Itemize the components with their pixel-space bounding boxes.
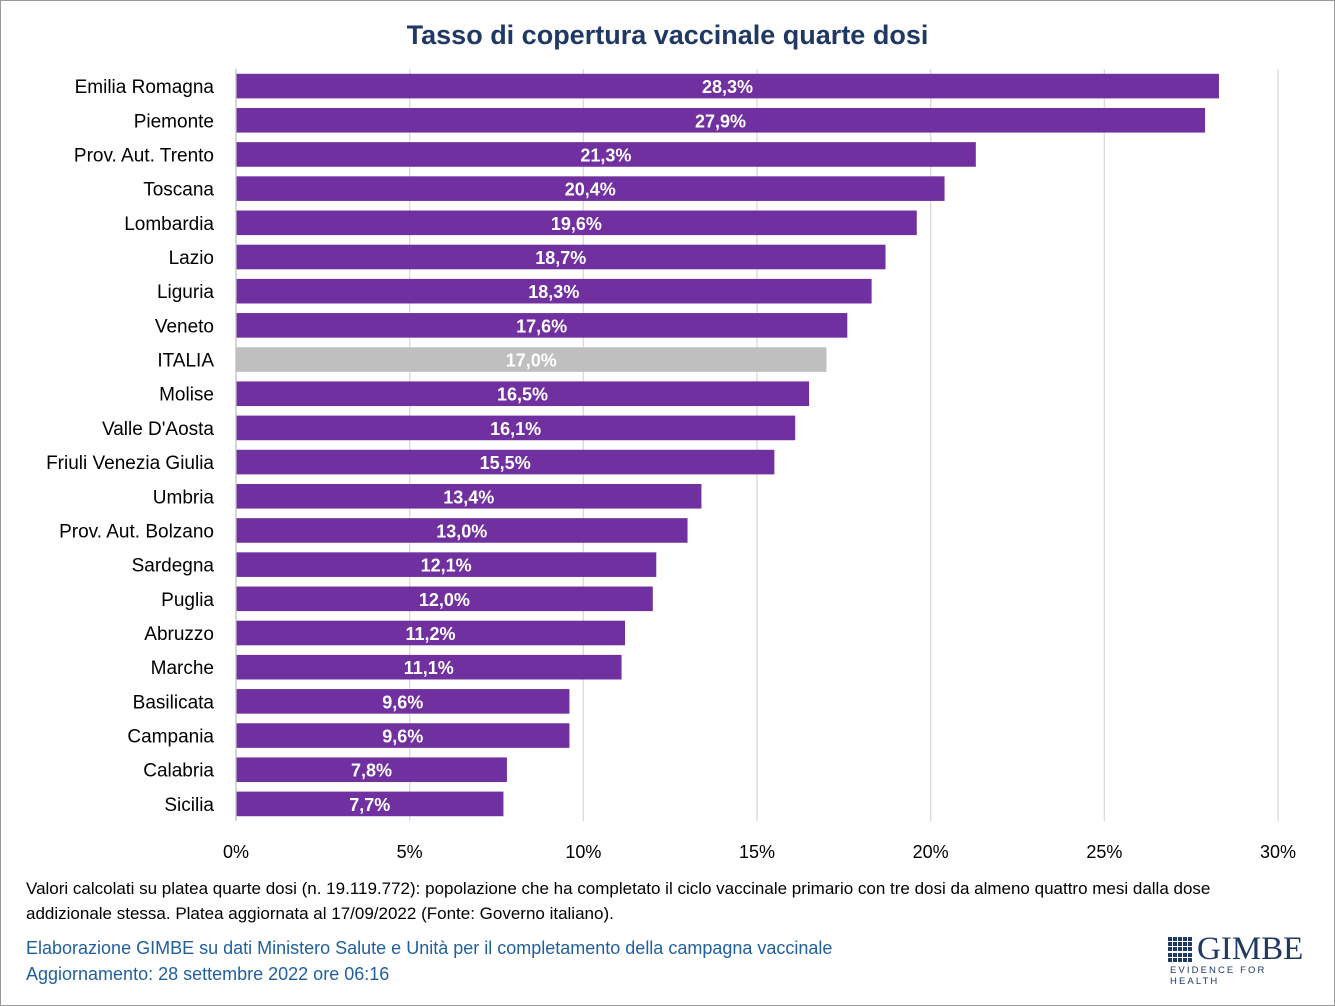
data-label: 9,6% — [382, 727, 423, 747]
category-label: ITALIA — [157, 351, 214, 372]
data-label: 7,8% — [351, 761, 392, 781]
footnote: Valori calcolati su platea quarte dosi (… — [26, 879, 1211, 923]
bar — [236, 107, 1206, 133]
data-label: 12,0% — [419, 590, 470, 610]
logo-tagline: EVIDENCE FOR HEALTH — [1170, 965, 1267, 987]
bar — [236, 278, 872, 304]
logo-grid-icon — [1168, 937, 1193, 962]
category-label: Lombardia — [124, 214, 214, 235]
bar — [236, 654, 622, 680]
category-label: Calabria — [143, 761, 214, 782]
data-label: 20,4% — [565, 180, 616, 200]
category-label: Prov. Aut. Trento — [74, 145, 214, 166]
category-label: Friuli Venezia Giulia — [46, 453, 214, 474]
bar — [236, 142, 976, 167]
bar — [236, 244, 886, 270]
bar — [236, 449, 775, 475]
credit-line-update: Aggiornamento: 28 settembre 2022 ore 06:… — [26, 964, 390, 984]
category-label: Liguria — [157, 282, 214, 303]
bar — [236, 176, 945, 201]
data-label: 19,6% — [551, 214, 602, 234]
bar — [236, 313, 848, 338]
data-label: 13,4% — [443, 487, 494, 507]
chart-title: Tasso di copertura vaccinale quarte dosi — [406, 20, 929, 50]
category-label: Emilia Romagna — [75, 77, 215, 98]
x-tick-label: 15% — [739, 842, 775, 862]
category-label: Sicilia — [164, 795, 214, 816]
x-tick-label: 25% — [1086, 842, 1122, 862]
logo-wordmark: GIMBE — [1197, 931, 1304, 967]
category-label: Campania — [127, 727, 214, 748]
bar — [236, 483, 702, 509]
data-label: 18,7% — [535, 248, 586, 268]
bar — [236, 415, 796, 441]
x-tick-label: 5% — [397, 842, 423, 862]
category-label: Valle D'Aosta — [102, 419, 214, 440]
gimbe-logo: GIMBE EVIDENCE FOR HEALTH — [1168, 931, 1310, 987]
bar — [236, 518, 688, 543]
data-label: 7,7% — [349, 795, 390, 815]
bar — [236, 689, 570, 714]
category-label: Sardegna — [132, 556, 215, 577]
data-label: 11,2% — [405, 624, 455, 644]
category-label: Toscana — [143, 180, 214, 201]
bar — [236, 791, 504, 817]
data-label: 16,1% — [490, 419, 541, 439]
category-label: Prov. Aut. Bolzano — [59, 521, 214, 542]
bar — [236, 757, 507, 783]
category-label: Abruzzo — [144, 624, 214, 645]
category-label: Puglia — [161, 590, 214, 611]
bar — [236, 552, 657, 577]
credit-line-source: Elaborazione GIMBE su dati Ministero Sal… — [26, 938, 833, 958]
data-label: 16,5% — [497, 385, 548, 405]
data-label: 12,1% — [421, 556, 472, 576]
bar — [236, 723, 570, 748]
category-label: Umbria — [153, 487, 215, 508]
data-label: 17,0% — [506, 351, 557, 371]
data-label: 15,5% — [480, 453, 531, 473]
category-label: Lazio — [169, 248, 214, 269]
x-tick-label: 20% — [913, 842, 949, 862]
bar — [236, 210, 917, 236]
data-label: 13,0% — [436, 521, 487, 541]
x-tick-label: 10% — [565, 842, 601, 862]
category-label: Marche — [151, 658, 214, 679]
category-label: Basilicata — [133, 692, 215, 713]
data-label: 11,1% — [404, 658, 454, 678]
bar — [236, 381, 810, 407]
data-label: 27,9% — [695, 111, 746, 131]
category-label: Molise — [159, 385, 214, 406]
bar — [236, 586, 653, 612]
data-label: 21,3% — [580, 145, 631, 165]
category-label: Veneto — [155, 316, 214, 337]
bar — [236, 73, 1219, 99]
x-tick-label: 0% — [223, 842, 249, 862]
x-tick-label: 30% — [1260, 842, 1296, 862]
data-label: 17,6% — [516, 316, 567, 336]
data-label: 18,3% — [528, 282, 579, 302]
data-label: 28,3% — [702, 77, 753, 97]
bar — [236, 620, 626, 646]
data-label: 9,6% — [382, 692, 423, 712]
category-label: Piemonte — [134, 111, 214, 132]
bar — [236, 347, 827, 372]
